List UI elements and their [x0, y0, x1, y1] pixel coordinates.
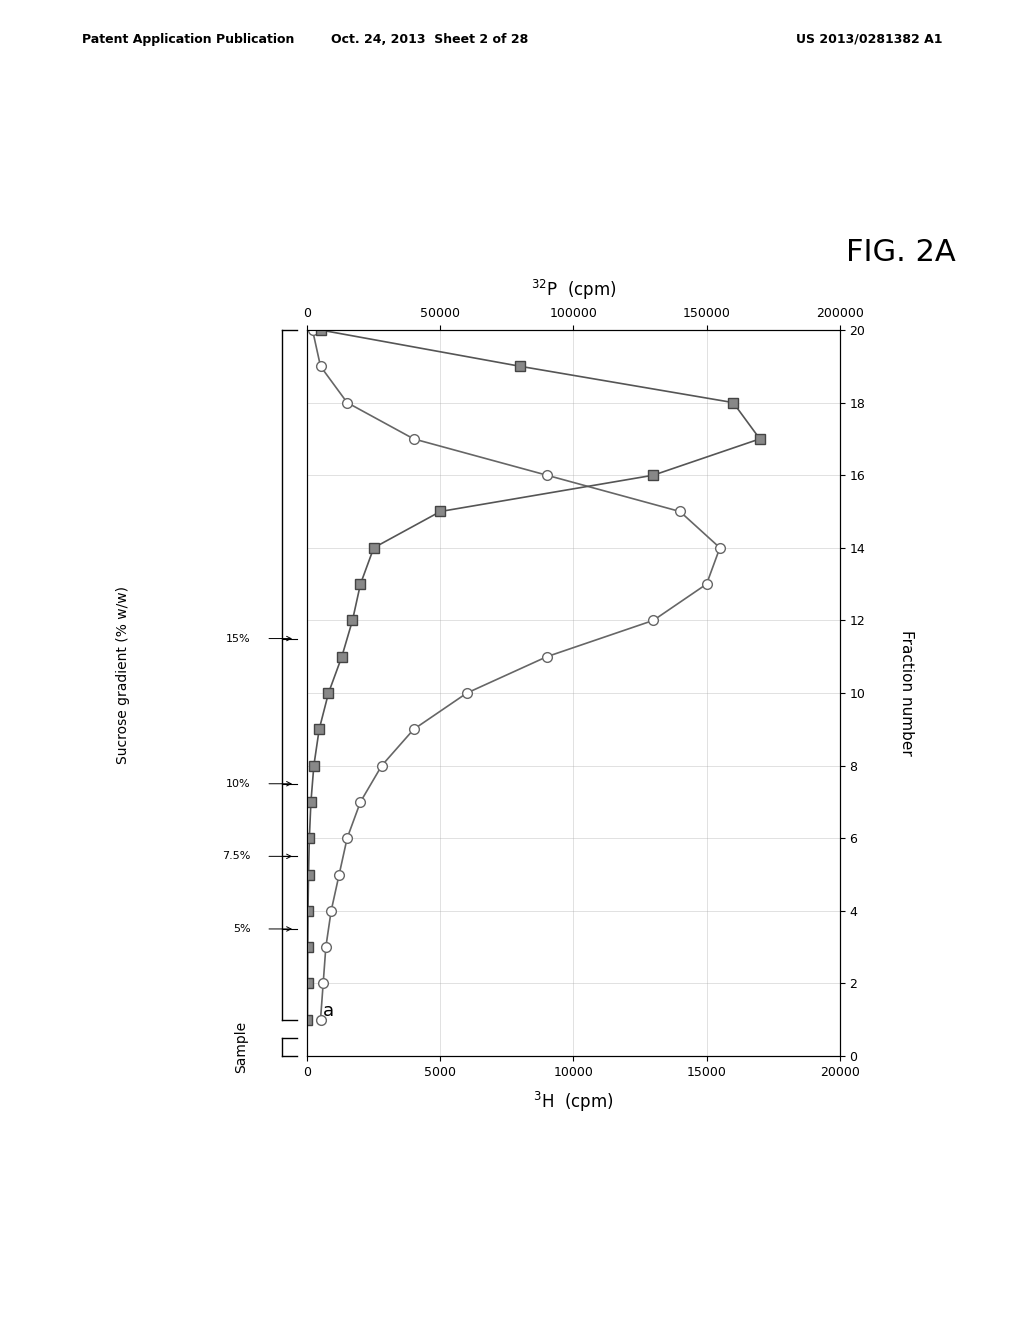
X-axis label: $^{3}$H  (cpm): $^{3}$H (cpm): [534, 1090, 613, 1114]
Text: US 2013/0281382 A1: US 2013/0281382 A1: [796, 33, 942, 46]
X-axis label: $^{32}$P  (cpm): $^{32}$P (cpm): [530, 279, 616, 302]
Text: 15%: 15%: [226, 634, 251, 644]
Text: 5%: 5%: [233, 924, 251, 935]
Y-axis label: Fraction number: Fraction number: [899, 630, 913, 756]
Text: Sample: Sample: [233, 1020, 248, 1073]
Text: 7.5%: 7.5%: [222, 851, 251, 862]
Text: FIG. 2A: FIG. 2A: [846, 238, 956, 267]
Text: 10%: 10%: [226, 779, 251, 789]
Text: Patent Application Publication: Patent Application Publication: [82, 33, 294, 46]
Text: Oct. 24, 2013  Sheet 2 of 28: Oct. 24, 2013 Sheet 2 of 28: [332, 33, 528, 46]
Text: Sucrose gradient (% w/w): Sucrose gradient (% w/w): [116, 586, 130, 764]
Text: a: a: [324, 1002, 334, 1019]
